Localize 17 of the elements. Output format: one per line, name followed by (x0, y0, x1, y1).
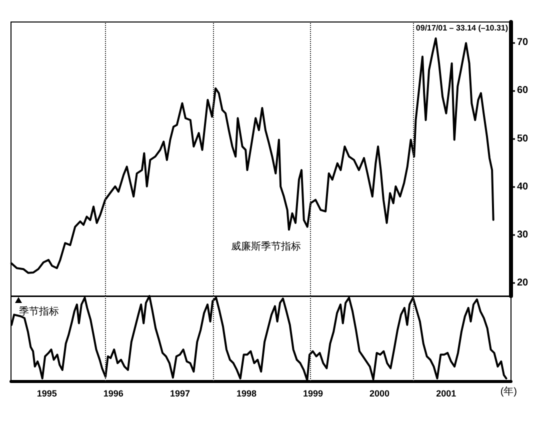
x-tick-label: 1997 (170, 388, 190, 398)
y-tick-label: 40 (517, 181, 529, 192)
y-tick-label: 30 (517, 229, 529, 240)
x-axis-title: (年) (500, 386, 517, 398)
x-tick-label: 1998 (236, 388, 257, 398)
y-tick-label: 70 (517, 37, 529, 48)
annotation: 威廉斯季节指标 (231, 240, 301, 252)
text: 季节指标 (19, 306, 59, 318)
annotation: 09/17/01 – 33.14 (–10.31) (416, 24, 508, 32)
y-tick-label: 50 (517, 133, 529, 144)
x-tick-label: 1995 (36, 388, 57, 398)
y-tick-label: 60 (517, 85, 529, 96)
x-tick-label: 2001 (436, 388, 456, 398)
x-tick-label: 1999 (302, 388, 324, 398)
x-tick-label: 2000 (369, 388, 390, 398)
y-tick-label: 20 (517, 278, 529, 289)
x-tick-label: 1996 (103, 388, 124, 398)
